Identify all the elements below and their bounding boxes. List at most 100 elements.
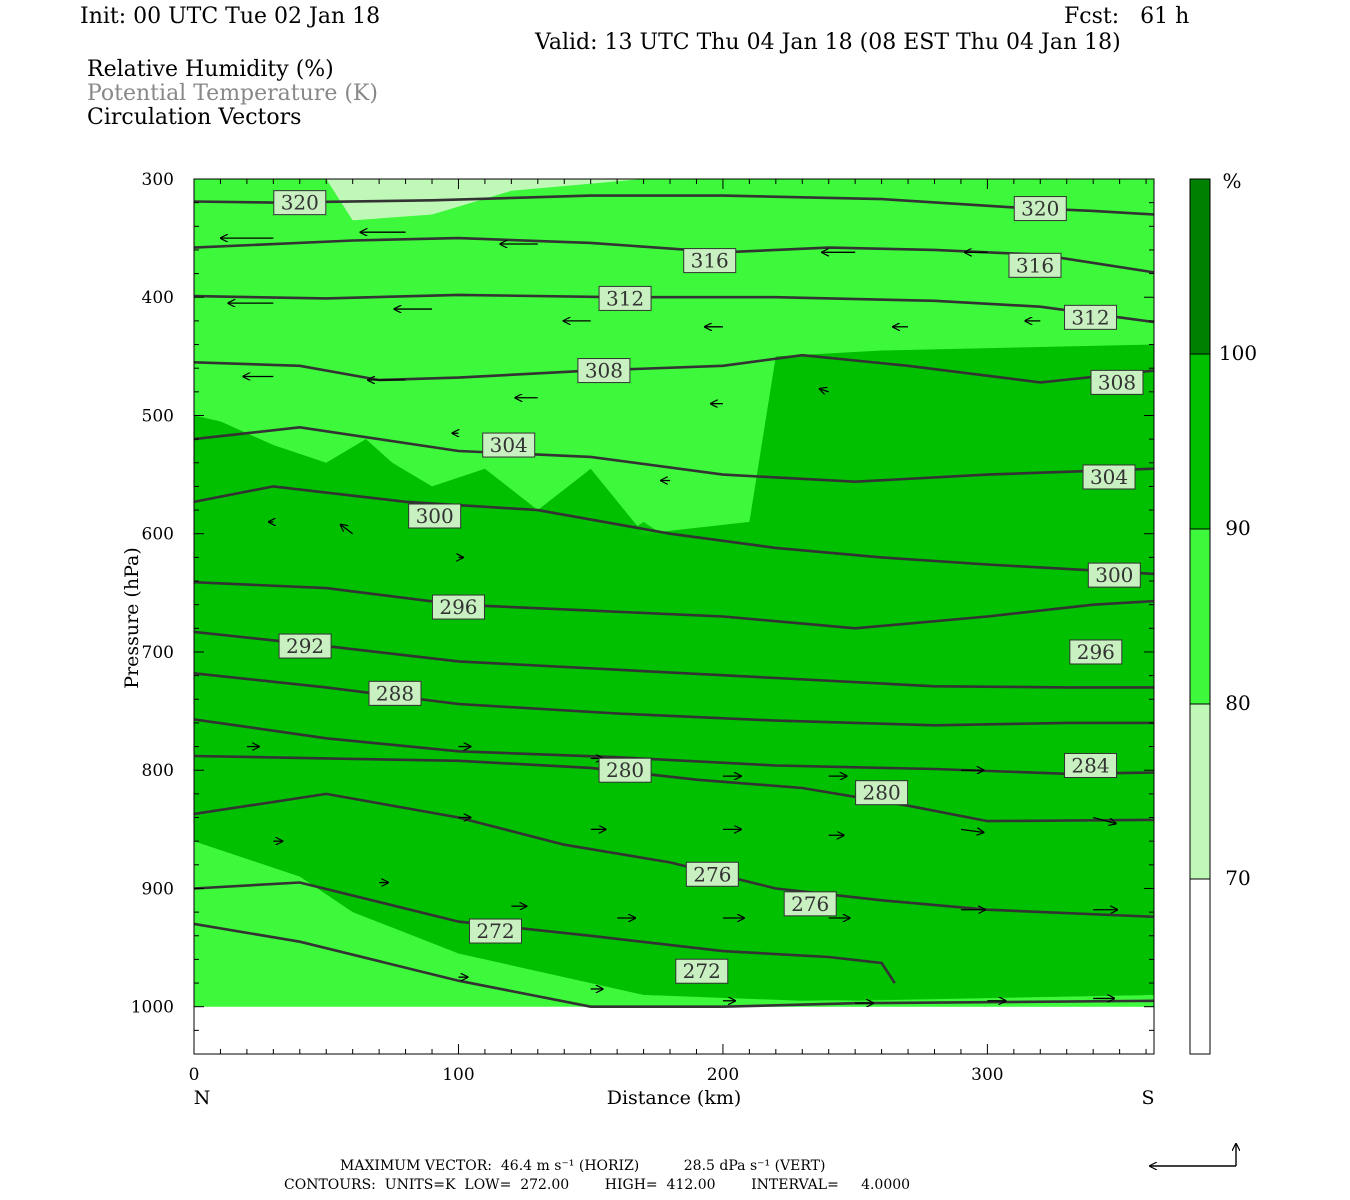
colorbar-level-label: 90 bbox=[1225, 516, 1250, 540]
circulation-vector bbox=[820, 389, 829, 392]
theta-contour-280 bbox=[194, 754, 1154, 823]
contour-label-box bbox=[683, 248, 737, 274]
contour-label: 312 bbox=[1071, 305, 1109, 329]
contour-label: 300 bbox=[416, 504, 454, 528]
theta-contours bbox=[194, 194, 1154, 1008]
contour-label-box bbox=[1064, 752, 1118, 778]
north-label: N bbox=[194, 1087, 211, 1109]
y-tick-label: 500 bbox=[142, 406, 174, 426]
contour-label: 276 bbox=[791, 892, 829, 916]
contour-label-box bbox=[273, 190, 327, 216]
theta-contour-292 bbox=[194, 630, 1154, 689]
field-theta: Potential Temperature (K) bbox=[87, 81, 378, 106]
contour-label: 320 bbox=[1021, 197, 1059, 221]
contour-label-box bbox=[598, 285, 652, 311]
theta-contour-276 bbox=[194, 792, 1154, 919]
contour-label-box bbox=[685, 861, 739, 887]
colorbar-unit: % bbox=[1222, 169, 1241, 193]
contour-label-box bbox=[368, 680, 422, 706]
contour-label: 272 bbox=[476, 919, 514, 943]
contour-label-box bbox=[278, 633, 332, 659]
contour-label-box bbox=[783, 891, 837, 917]
theta-contour-308 bbox=[194, 353, 1154, 384]
contour-label-box bbox=[1013, 196, 1067, 222]
contour-label: 308 bbox=[1098, 370, 1136, 394]
theta-contour-312 bbox=[194, 293, 1154, 324]
contour-label: 312 bbox=[606, 286, 644, 310]
theta-contour-304 bbox=[194, 425, 1154, 484]
contour-label: 276 bbox=[693, 862, 731, 886]
contour-label-box bbox=[408, 503, 462, 529]
circulation-vector bbox=[960, 829, 984, 832]
contour-label: 288 bbox=[376, 681, 414, 705]
contour-label-box bbox=[1090, 369, 1144, 395]
contour-label: 296 bbox=[1077, 640, 1115, 664]
contour-label: 300 bbox=[1095, 563, 1133, 587]
rh-fill-layer bbox=[194, 179, 1154, 1054]
contour-label-box bbox=[1008, 252, 1062, 278]
x-tick-label: 200 bbox=[707, 1065, 739, 1085]
colorbar-segment bbox=[1189, 528, 1211, 705]
contour-label-box bbox=[1069, 639, 1123, 665]
contour-label: 304 bbox=[1090, 465, 1128, 489]
y-tick-label: 1000 bbox=[131, 998, 174, 1018]
x-tick-label: 100 bbox=[442, 1065, 474, 1085]
y-axis-label: Pressure (hPa) bbox=[121, 547, 143, 689]
theta-contour-296 bbox=[194, 580, 1154, 630]
contour-label-box bbox=[1087, 562, 1141, 588]
contour-label-box bbox=[468, 918, 522, 944]
circulation-vector bbox=[341, 525, 354, 535]
contour-label-box bbox=[1064, 304, 1118, 330]
x-tick-label: 300 bbox=[971, 1065, 1003, 1085]
theta-contour-284 bbox=[194, 718, 1154, 776]
contour-label: 280 bbox=[606, 758, 644, 782]
y-tick-label: 700 bbox=[142, 643, 174, 663]
y-tick-label: 800 bbox=[142, 761, 174, 781]
colorbar-level-label: 70 bbox=[1225, 866, 1250, 890]
colorbar-segment bbox=[1189, 878, 1211, 1055]
contour-label-box bbox=[577, 358, 631, 384]
colorbar-segment bbox=[1189, 353, 1211, 530]
reference-vector-icon bbox=[1150, 1144, 1236, 1166]
y-tick-label: 300 bbox=[142, 170, 174, 190]
y-tick-label: 600 bbox=[142, 525, 174, 545]
contour-label: 280 bbox=[863, 781, 901, 805]
colorbar-level-label: 80 bbox=[1225, 691, 1250, 715]
contour-label: 272 bbox=[683, 959, 721, 983]
contour-label-box bbox=[482, 432, 536, 458]
theta-contour-300 bbox=[194, 485, 1154, 576]
south-label: S bbox=[1141, 1087, 1154, 1109]
y-tick-label: 900 bbox=[142, 879, 174, 899]
contour-label: 308 bbox=[585, 359, 623, 383]
x-axis-label: Distance (km) bbox=[607, 1087, 742, 1109]
contour-label-box bbox=[1082, 464, 1136, 490]
circulation-vector bbox=[1093, 816, 1116, 824]
contour-label: 320 bbox=[281, 191, 319, 215]
field-rh: Relative Humidity (%) bbox=[87, 57, 334, 82]
contour-label: 316 bbox=[691, 249, 729, 273]
contour-label-box bbox=[675, 958, 729, 984]
contour-label: 316 bbox=[1016, 253, 1054, 277]
contour-label: 304 bbox=[490, 433, 528, 457]
field-vectors: Circulation Vectors bbox=[87, 105, 302, 130]
y-tick-label: 400 bbox=[142, 288, 174, 308]
contour-label-box bbox=[431, 594, 485, 620]
contour-labels: 320 320 316 316 312 312 308 308 304 304 300 300 296 2… bbox=[273, 190, 1144, 984]
axes: 300 400 500 600 700 800 900 1000 0 100 200 300 bbox=[131, 170, 1154, 1085]
plot-frame bbox=[193, 178, 1155, 1055]
init-time: Init: 00 UTC Tue 02 Jan 18 bbox=[80, 4, 381, 29]
colorbar-level-label: 100 bbox=[1219, 341, 1257, 365]
max-vector-note: MAXIMUM VECTOR: 46.4 m s⁻¹ (HORIZ) 28.5 … bbox=[340, 1158, 826, 1174]
contours-note: CONTOURS: UNITS=K LOW= 272.00 HIGH= 412.… bbox=[284, 1177, 911, 1193]
theta-contour-288 bbox=[194, 672, 1154, 727]
colorbar-segment bbox=[1189, 703, 1211, 880]
colorbar: 70 80 90 100 bbox=[1189, 178, 1257, 1055]
x-tick-label: 0 bbox=[189, 1065, 200, 1085]
contour-label: 284 bbox=[1071, 753, 1109, 777]
theta-contour-272 bbox=[194, 881, 896, 984]
contour-label: 296 bbox=[439, 595, 477, 619]
valid-time: Valid: 13 UTC Thu 04 Jan 18 (08 EST Thu … bbox=[535, 30, 1121, 55]
colorbar-segment bbox=[1189, 178, 1211, 355]
contour-label-box bbox=[598, 757, 652, 783]
contour-label: 292 bbox=[286, 634, 324, 658]
